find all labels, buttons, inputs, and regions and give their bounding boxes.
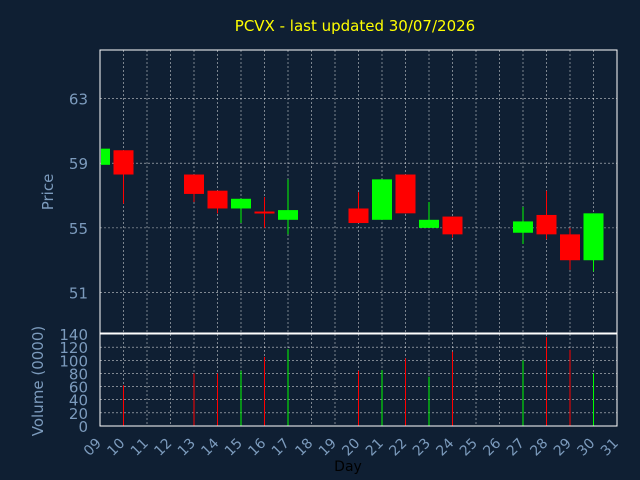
candle-body	[207, 190, 228, 209]
x-tick-label: 15	[222, 436, 246, 460]
candle-body	[348, 208, 369, 224]
x-tick-label: 26	[480, 435, 504, 459]
candle-body	[231, 198, 251, 209]
chart-title: PCVX - last updated 30/07/2026	[235, 17, 475, 35]
price-y-tick-label: 51	[69, 285, 88, 303]
candle-body	[536, 214, 557, 235]
x-tick-label: 19	[316, 436, 340, 460]
x-tick-label: 20	[339, 436, 363, 460]
price-panel: 51 55 59 63	[69, 49, 618, 334]
x-tick-label: 27	[504, 436, 528, 460]
volume-y-tick-label: 100	[59, 352, 88, 370]
candle-body	[419, 219, 439, 228]
candles	[99, 148, 604, 272]
x-tick-label: 30	[574, 436, 598, 460]
volume-y-tick-label: 60	[69, 379, 88, 397]
candle-body	[113, 150, 134, 175]
x-tick-label: 14	[198, 435, 222, 459]
price-y-tick-label: 55	[69, 220, 88, 238]
volume-axis-label: Volume (0000)	[29, 326, 47, 436]
volume-y-tick-label: 140	[59, 326, 88, 344]
volume-y-tick-label: 0	[78, 418, 88, 436]
x-tick-label: 28	[527, 436, 551, 460]
x-tick-label: 16	[245, 435, 269, 459]
candle-body	[583, 213, 604, 261]
candle-body	[184, 174, 204, 194]
x-tick-label: 13	[175, 436, 199, 460]
x-tick-label: 10	[104, 436, 128, 460]
price-y-tick-label: 59	[69, 155, 88, 173]
candle-body	[442, 216, 463, 235]
price-axis-label: Price	[39, 174, 57, 211]
price-grid	[99, 50, 618, 333]
candle-body	[560, 234, 580, 261]
price-y-tick-labels: 51 55 59 63	[69, 91, 88, 303]
candle-body	[513, 221, 533, 233]
x-tick-label: 17	[269, 436, 293, 460]
x-axis-label: Day	[334, 459, 362, 475]
volume-y-tick-label: 120	[59, 339, 88, 357]
volume-frame	[99, 333, 618, 427]
x-tick-label: 23	[410, 436, 434, 460]
volume-bars	[123, 337, 594, 426]
x-tick-label: 29	[551, 436, 575, 460]
candle-body	[101, 148, 110, 165]
x-tick-label: 09	[81, 436, 105, 460]
x-tick-label: 18	[292, 436, 316, 460]
x-tick-label: 25	[457, 436, 481, 460]
candle-body	[395, 174, 416, 214]
x-tick-label: 21	[363, 436, 387, 460]
candle-body	[254, 211, 275, 214]
price-frame	[99, 49, 618, 334]
volume-y-tick-label: 40	[69, 392, 88, 410]
price-y-tick-label: 63	[69, 91, 88, 109]
volume-y-tick-label: 20	[69, 405, 88, 423]
x-tick-labels: 09 10 11 12 13 14 15 16 17 18 19 20 21 22 23 24 25 26 27 28…	[81, 435, 622, 459]
candle-body	[278, 210, 298, 220]
candle-body	[372, 179, 392, 220]
x-tick-label: 24	[433, 435, 457, 459]
x-tick-label: 11	[128, 436, 152, 460]
x-tick-label: 31	[598, 436, 622, 460]
x-tick-label: 12	[151, 436, 175, 460]
x-tick-label: 22	[386, 436, 410, 460]
volume-y-tick-label: 80	[69, 365, 88, 383]
